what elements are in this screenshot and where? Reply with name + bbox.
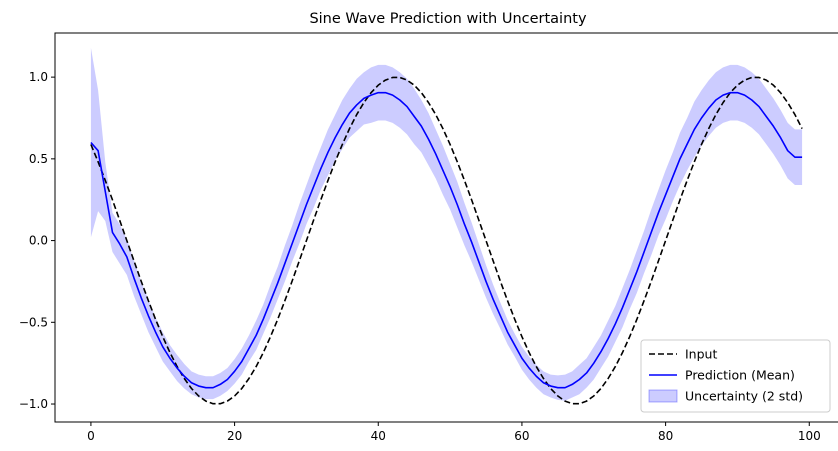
- axes-ticks: 0 20 40 60 80 100 −1.0 −0.5 0.0 0.5 1.0: [19, 70, 821, 443]
- legend-label-2: Uncertainty (2 std): [685, 389, 803, 404]
- legend-label-0: Input: [685, 347, 717, 362]
- y-tick-label: 0.5: [29, 152, 48, 166]
- legend-label-1: Prediction (Mean): [685, 368, 795, 383]
- x-tick-label: 40: [371, 429, 386, 443]
- legend: Input Prediction (Mean) Uncertainty (2 std…: [640, 339, 831, 413]
- chart-title: Sine Wave Prediction with Uncertainty: [309, 11, 587, 27]
- plot-area: [90, 47, 803, 405]
- y-tick-label: 1.0: [29, 70, 48, 84]
- series-line-input: [90, 76, 803, 405]
- legend-box: [640, 339, 831, 413]
- uncertainty-band: [90, 47, 803, 401]
- x-tick-label: 80: [658, 429, 673, 443]
- y-tick-label: −1.0: [19, 397, 48, 411]
- y-tick-label: −0.5: [19, 315, 48, 329]
- x-tick-label: 100: [798, 429, 821, 443]
- plot-frame: [54, 32, 838, 423]
- legend-swatch-2: [648, 389, 678, 403]
- y-tick-label: 0.0: [29, 234, 48, 248]
- x-tick-label: 20: [227, 429, 242, 443]
- series-line-prediction: [90, 91, 803, 389]
- x-tick-label: 60: [514, 429, 529, 443]
- x-tick-label: 0: [87, 429, 95, 443]
